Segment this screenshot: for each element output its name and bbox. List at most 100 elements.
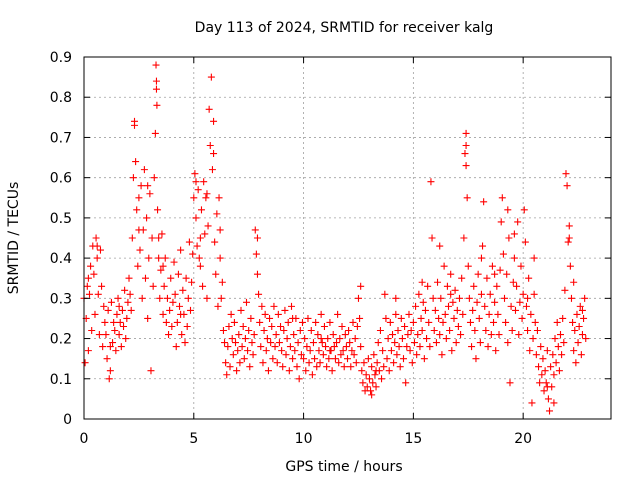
data-point — [253, 270, 261, 278]
data-point — [443, 282, 451, 290]
data-point — [453, 306, 461, 314]
data-point — [380, 363, 388, 371]
data-point — [277, 322, 285, 330]
data-point — [302, 367, 310, 375]
data-point — [550, 399, 558, 407]
data-point — [298, 318, 306, 326]
data-point — [143, 214, 151, 222]
data-point — [381, 290, 389, 298]
data-point — [387, 347, 395, 355]
data-point — [320, 322, 328, 330]
data-point — [295, 375, 303, 383]
data-point — [213, 210, 221, 218]
data-point — [537, 343, 545, 351]
data-point — [284, 318, 292, 326]
data-point — [487, 331, 495, 339]
data-point — [87, 262, 95, 270]
data-point — [222, 359, 230, 367]
data-point — [413, 351, 421, 359]
data-point — [421, 306, 429, 314]
data-point — [267, 339, 275, 347]
data-point — [540, 387, 548, 395]
data-point — [288, 302, 296, 310]
data-point — [93, 242, 101, 250]
data-point — [580, 314, 588, 322]
data-point — [510, 230, 518, 238]
data-point — [496, 266, 504, 274]
data-point — [582, 335, 590, 343]
data-point — [203, 190, 211, 198]
data-point — [303, 343, 311, 351]
data-point — [328, 367, 336, 375]
data-point — [200, 178, 208, 186]
data-point — [155, 254, 163, 262]
data-point — [491, 298, 499, 306]
data-point — [437, 294, 445, 302]
data-point — [455, 294, 463, 302]
data-point — [172, 343, 180, 351]
data-point — [436, 242, 444, 250]
data-point — [501, 294, 509, 302]
x-tick-label: 5 — [189, 431, 198, 447]
data-point — [184, 294, 192, 302]
data-point — [296, 327, 304, 335]
data-point — [359, 379, 367, 387]
data-point — [525, 274, 533, 282]
data-point — [224, 343, 232, 351]
data-point — [195, 254, 203, 262]
data-point — [452, 339, 460, 347]
data-point — [159, 262, 167, 270]
axis-ticks: 0 0.1 0.2 0.3 0.4 0.5 0.6 0.7 0.8 0.9 0 5 10 15 20 — [50, 50, 611, 447]
data-point — [430, 327, 438, 335]
data-point — [194, 186, 202, 194]
data-point — [161, 254, 169, 262]
data-point — [372, 383, 380, 391]
data-point — [242, 298, 250, 306]
data-point — [248, 339, 256, 347]
data-point — [486, 290, 494, 298]
data-point — [446, 327, 454, 335]
data-point — [100, 302, 108, 310]
y-tick-label: 0.5 — [50, 211, 72, 227]
data-point — [442, 335, 450, 343]
data-point — [99, 343, 107, 351]
data-point — [192, 178, 200, 186]
data-point — [371, 371, 379, 379]
data-point — [345, 327, 353, 335]
data-point — [555, 367, 563, 375]
data-point — [490, 318, 498, 326]
data-point — [404, 331, 412, 339]
data-point — [515, 331, 523, 339]
data-point — [509, 278, 517, 286]
grid-lines — [84, 57, 611, 419]
data-point — [313, 363, 321, 371]
data-point — [563, 182, 571, 190]
data-point — [168, 322, 176, 330]
data-point — [234, 347, 242, 355]
data-point — [285, 367, 293, 375]
data-point — [429, 294, 437, 302]
data-point — [121, 286, 129, 294]
data-point — [230, 318, 238, 326]
y-tick-label: 0.2 — [50, 332, 72, 348]
data-point — [182, 274, 190, 282]
data-point — [270, 302, 278, 310]
data-point — [260, 327, 268, 335]
data-point — [338, 322, 346, 330]
data-point — [459, 310, 467, 318]
data-point — [504, 339, 512, 347]
data-point — [193, 242, 201, 250]
data-point — [392, 310, 400, 318]
data-point — [581, 294, 589, 302]
data-point — [479, 242, 487, 250]
data-point — [228, 335, 236, 343]
data-point — [465, 294, 473, 302]
data-point — [427, 178, 435, 186]
data-point — [165, 331, 173, 339]
data-point — [188, 278, 196, 286]
data-point — [337, 351, 345, 359]
x-tick-label: 20 — [514, 431, 532, 447]
data-point — [256, 318, 264, 326]
data-point — [505, 234, 513, 242]
